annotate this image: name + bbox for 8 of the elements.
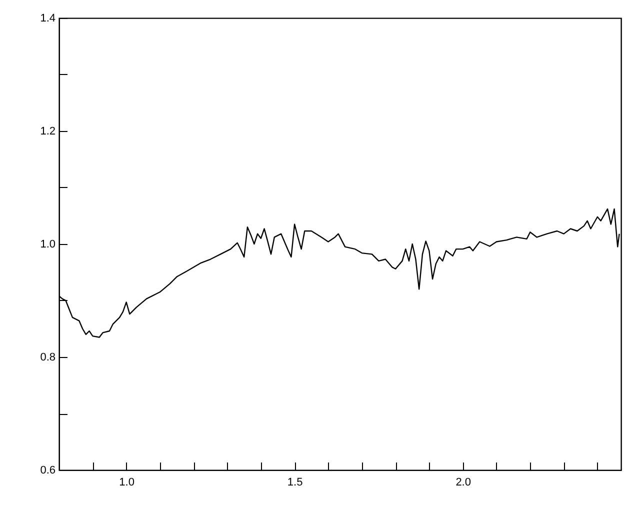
y-tick-label: 1.0 bbox=[40, 238, 56, 250]
y-tick-label: 0.6 bbox=[40, 464, 56, 476]
x-tick-label: 1.0 bbox=[119, 476, 134, 488]
y-tick-label: 1.2 bbox=[40, 126, 56, 138]
x-tick-label: 1.5 bbox=[287, 476, 303, 488]
y-tick-label: 1.4 bbox=[40, 12, 56, 24]
x-tick-label: 2.0 bbox=[456, 476, 471, 488]
y-tick-label: 0.8 bbox=[40, 352, 56, 364]
